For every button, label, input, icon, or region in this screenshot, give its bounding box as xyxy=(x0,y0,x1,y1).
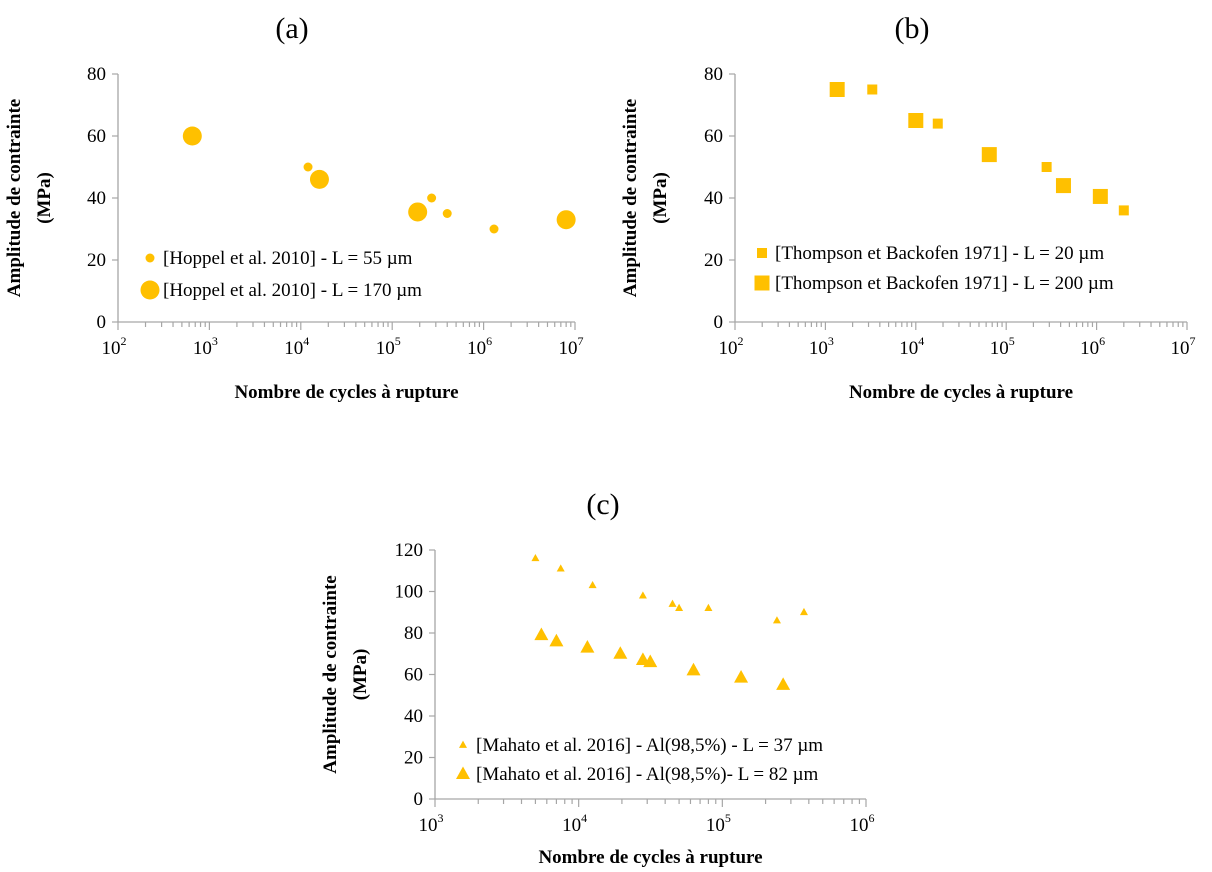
y-tick-label: 40 xyxy=(404,706,423,727)
y-tick-label: 20 xyxy=(704,250,723,271)
data-point-series-1 xyxy=(489,224,499,234)
data-point-series-2 xyxy=(580,639,595,653)
x-tick-label: 104 xyxy=(899,334,924,359)
legend-marker-series-1 xyxy=(757,248,767,258)
data-point-series-1 xyxy=(1118,205,1129,216)
legend-marker-series-1 xyxy=(459,740,467,748)
data-point-series-1 xyxy=(556,564,565,572)
y-tick-label: 20 xyxy=(404,748,423,769)
legend-label-series-2: [Thompson et Backofen 1971] - L = 200 µm xyxy=(775,273,1114,294)
data-point-series-2 xyxy=(1055,178,1071,194)
data-point-series-2 xyxy=(534,627,549,641)
x-axis-title: Nombre de cycles à rupture xyxy=(538,847,762,868)
x-tick-label: 105 xyxy=(376,334,401,359)
data-point-series-1 xyxy=(303,162,313,172)
data-point-series-1 xyxy=(442,209,452,218)
x-tick-label: 106 xyxy=(850,811,875,836)
data-point-series-1 xyxy=(772,616,781,624)
y-tick-label: 40 xyxy=(704,188,723,209)
data-point-series-2 xyxy=(908,113,924,128)
x-tick-label: 106 xyxy=(1080,334,1105,359)
data-point-series-2 xyxy=(549,633,564,647)
x-tick-label: 102 xyxy=(102,334,127,359)
y-tick-label: 20 xyxy=(87,250,106,271)
x-tick-label: 102 xyxy=(719,334,744,359)
y-tick-label: 80 xyxy=(87,64,106,85)
data-point-series-2 xyxy=(309,169,329,189)
x-tick-label: 105 xyxy=(706,811,731,836)
data-point-series-2 xyxy=(829,82,845,97)
y-tick-label: 0 xyxy=(414,789,424,810)
panel-label: (b) xyxy=(895,12,930,45)
panel-label: (c) xyxy=(586,488,619,521)
panel-b: (b) 0 20 40 60 80 102 103 104 105 106 107 Nombre de … xyxy=(620,12,1196,403)
data-point-series-1 xyxy=(531,553,540,562)
panel-label: (a) xyxy=(275,12,308,45)
y-tick-label: 120 xyxy=(395,540,424,561)
data-point-series-2 xyxy=(981,147,997,163)
data-point-series-2 xyxy=(408,202,428,222)
data-point-series-1 xyxy=(1041,162,1052,172)
data-point-series-1 xyxy=(588,580,597,589)
y-axis-unit: (MPa) xyxy=(34,172,55,224)
x-tick-label: 105 xyxy=(990,334,1015,359)
x-tick-label: 107 xyxy=(1171,334,1196,359)
panel-a: (a) 0 20 40 60 80 102 103 104 105 106 107 Nombre de … xyxy=(4,12,584,403)
x-axis-title: Nombre de cycles à rupture xyxy=(849,382,1073,403)
y-axis-title: Amplitude de contrainte xyxy=(4,99,25,297)
panel-c: (c) 0 20 40 60 80 100 120 103 104 105 106 Nombre de … xyxy=(320,488,875,868)
y-tick-label: 60 xyxy=(87,126,106,147)
data-point-series-2 xyxy=(686,662,701,676)
legend-marker-series-2 xyxy=(456,766,470,780)
data-point-series-2 xyxy=(556,210,576,230)
legend-label-series-2: [Hoppel et al. 2010] - L = 170 µm xyxy=(163,280,422,301)
data-point-series-1 xyxy=(427,193,437,203)
x-tick-label: 103 xyxy=(193,334,218,359)
y-tick-label: 60 xyxy=(704,126,723,147)
legend-marker-series-2 xyxy=(754,275,770,291)
x-tick-label: 104 xyxy=(284,334,309,359)
data-point-series-1 xyxy=(675,603,684,611)
y-tick-label: 0 xyxy=(714,312,724,333)
y-tick-label: 0 xyxy=(97,312,107,333)
legend-label-series-1: [Mahato et al. 2016] - Al(98,5%) - L = 3… xyxy=(476,735,823,756)
x-tick-label: 104 xyxy=(562,811,587,836)
data-point-series-2 xyxy=(734,670,749,683)
x-tick-label: 107 xyxy=(559,334,584,359)
y-axis-title: Amplitude de contrainte xyxy=(320,575,341,773)
y-axis-unit: (MPa) xyxy=(650,172,671,224)
data-point-series-2 xyxy=(643,654,658,668)
y-tick-label: 40 xyxy=(87,188,106,209)
data-point-series-1 xyxy=(867,84,878,95)
data-point-series-2 xyxy=(776,677,791,690)
legend-marker-series-2 xyxy=(140,280,160,300)
legend-marker-series-1 xyxy=(145,253,155,263)
y-tick-label: 60 xyxy=(404,665,423,686)
legend-label-series-2: [Mahato et al. 2016] - Al(98,5%)- L = 82… xyxy=(476,764,819,785)
legend-label-series-1: [Thompson et Backofen 1971] - L = 20 µm xyxy=(775,243,1104,264)
y-axis-unit: (MPa) xyxy=(350,649,371,701)
data-point-series-1 xyxy=(932,118,943,129)
x-tick-label: 106 xyxy=(467,334,492,359)
y-axis-title: Amplitude de contrainte xyxy=(620,99,641,297)
x-axis-title: Nombre de cycles à rupture xyxy=(234,382,458,403)
x-tick-label: 103 xyxy=(419,811,444,836)
y-tick-label: 100 xyxy=(395,582,424,603)
data-point-series-1 xyxy=(704,603,713,611)
data-point-series-2 xyxy=(182,126,202,146)
x-tick-label: 103 xyxy=(809,334,834,359)
y-tick-label: 80 xyxy=(704,64,723,85)
data-point-series-1 xyxy=(668,599,677,607)
data-point-series-1 xyxy=(799,607,808,616)
data-point-series-2 xyxy=(613,646,628,659)
y-tick-label: 80 xyxy=(404,623,423,644)
legend-label-series-1: [Hoppel et al. 2010] - L = 55 µm xyxy=(163,248,413,269)
data-point-series-2 xyxy=(1092,188,1108,204)
data-point-series-1 xyxy=(638,591,647,599)
